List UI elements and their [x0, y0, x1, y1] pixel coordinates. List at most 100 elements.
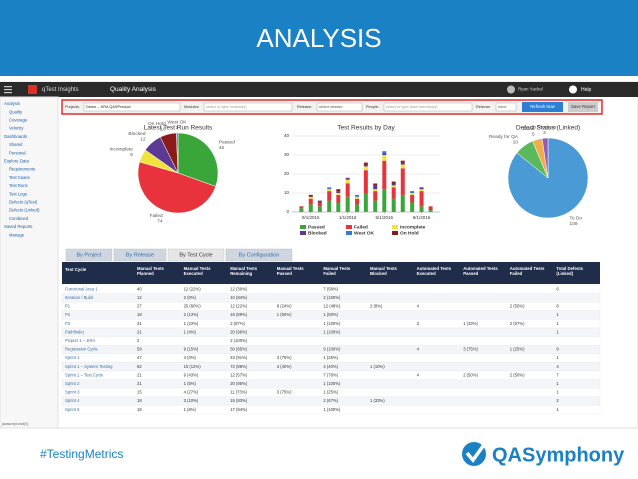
- slide-title: ANALYSIS: [256, 23, 381, 53]
- project-select-text: Demo – JIRA QASProduct: [86, 105, 131, 109]
- release-select-text: select release: [319, 105, 342, 109]
- bar-segment: [400, 168, 405, 195]
- slice-value: 46: [219, 145, 225, 151]
- table-cell: 3 (75%): [277, 390, 292, 395]
- table-cell: 20 (96%): [230, 329, 248, 334]
- relevance-select[interactable]: [495, 102, 517, 112]
- bar-segment: [355, 204, 360, 212]
- y-tick-label: 30: [284, 152, 290, 157]
- table-cell: 21: [137, 329, 142, 334]
- save-button-text: Save Report: [571, 104, 596, 109]
- table-cell: 3 (75%): [277, 355, 292, 360]
- legend-label: Blocked: [308, 230, 327, 236]
- tab[interactable]: [113, 248, 167, 262]
- sidebar-item[interactable]: Combined: [9, 216, 29, 221]
- sidebar-item[interactable]: Personal: [9, 150, 26, 155]
- tab-label: By Release: [126, 252, 154, 258]
- table-cell: 43 (91%): [230, 355, 248, 360]
- table-cell: 1 (25%): [510, 347, 525, 352]
- slice-value: 109: [570, 221, 578, 227]
- sidebar-item[interactable]: Quality: [9, 109, 23, 114]
- y-tick-label: 0: [286, 209, 289, 214]
- filter-label: People:: [366, 105, 379, 109]
- slice-value: 1: [176, 125, 179, 131]
- bar-segment: [363, 193, 368, 212]
- slice-value: 3: [543, 130, 546, 136]
- chart-title: Test Results by Day: [337, 125, 395, 132]
- slice-value: 5: [532, 132, 535, 138]
- x-tick-label: 5/1/2016: [376, 215, 394, 220]
- sidebar-item[interactable]: Requirements: [9, 167, 35, 172]
- app-name: qTest Insights: [42, 87, 79, 93]
- bar-segment: [373, 183, 378, 186]
- help-link[interactable]: Help: [581, 87, 592, 93]
- table-cell: 4 (0%): [184, 355, 197, 360]
- bar-segment: [400, 160, 405, 163]
- pie-slice: [541, 137, 549, 179]
- tab[interactable]: [225, 248, 293, 262]
- table-cell: 1 (4%): [184, 329, 197, 334]
- sidebar-item[interactable]: Test Cases: [9, 175, 30, 180]
- sidebar-heading[interactable]: Analysis: [4, 101, 20, 106]
- table-cell: 2 (50%): [510, 304, 525, 309]
- slice-value: 74: [157, 218, 163, 224]
- refresh-button-text: Refresh Now: [530, 104, 556, 109]
- bar-segment: [345, 196, 350, 212]
- sidebar-heading[interactable]: Dashboards: [4, 134, 27, 139]
- table-cell: 9 (100%): [323, 347, 341, 352]
- bar-segment: [373, 185, 378, 190]
- sidebar-heading[interactable]: Saved Reports: [4, 224, 32, 229]
- modules-input[interactable]: [203, 102, 293, 112]
- table-cell: 10 (12%): [184, 364, 202, 369]
- table-cell: 1: [556, 407, 559, 412]
- tab[interactable]: [167, 248, 225, 262]
- bar-segment: [308, 198, 313, 205]
- bar-segment: [317, 202, 322, 207]
- tab[interactable]: [65, 248, 113, 262]
- bar-segment: [363, 170, 368, 193]
- user-avatar: [507, 85, 515, 94]
- sidebar-item[interactable]: Velocity: [9, 126, 24, 131]
- sidebar-item[interactable]: Test Runs: [9, 183, 28, 188]
- bar-segment: [419, 191, 424, 207]
- refresh-button[interactable]: [522, 102, 563, 112]
- people-input[interactable]: [383, 102, 473, 112]
- table-cell: 17 (94%): [230, 407, 248, 412]
- filter-label: Projects:: [65, 105, 80, 109]
- bar-segment: [391, 185, 396, 188]
- table-cell: 18: [137, 398, 142, 403]
- table-cell: 3 (75%): [463, 347, 478, 352]
- sidebar-item[interactable]: Defects (Linked): [9, 208, 40, 213]
- bar-segment: [410, 191, 415, 193]
- sidebar-item[interactable]: Test Logs: [9, 191, 27, 196]
- sidebar-item[interactable]: Shared: [9, 142, 23, 147]
- project-select[interactable]: [83, 102, 181, 112]
- save-button[interactable]: [568, 102, 598, 112]
- bar-segment: [400, 164, 405, 169]
- bar-segment: [363, 164, 368, 167]
- table-cell: 1 (100%): [323, 407, 341, 412]
- release-select[interactable]: [316, 102, 363, 112]
- table-cell: 82: [137, 364, 142, 369]
- table-cell: 2 (50%): [463, 372, 478, 377]
- bar-segment: [373, 200, 378, 212]
- column-header: Automated Tests Executed: [417, 266, 452, 276]
- sidebar-item[interactable]: Manage: [9, 232, 25, 237]
- row-label: Sprint 4: [65, 398, 80, 403]
- sidebar-item[interactable]: Coverage: [9, 118, 28, 123]
- sidebar-item[interactable]: Defects (qTest): [9, 200, 38, 205]
- legend-label: On Hold: [400, 230, 419, 236]
- table-cell: 11 (73%): [230, 390, 247, 395]
- table-cell: 1 (50%): [277, 312, 292, 317]
- table-cell: 31: [137, 321, 142, 326]
- table-row: [61, 336, 601, 346]
- column-header: Manual Tests Failed: [323, 266, 351, 276]
- table-cell: 8: [556, 304, 559, 309]
- sidebar-heading[interactable]: Explore Data: [4, 159, 29, 164]
- table-cell: 2 (87%): [230, 321, 245, 326]
- table-cell: 4: [556, 364, 559, 369]
- x-tick-label: 9/1/2015: [302, 215, 320, 220]
- slice-label: Incomplete: [109, 147, 133, 153]
- table-cell: 1 (50%): [323, 312, 338, 317]
